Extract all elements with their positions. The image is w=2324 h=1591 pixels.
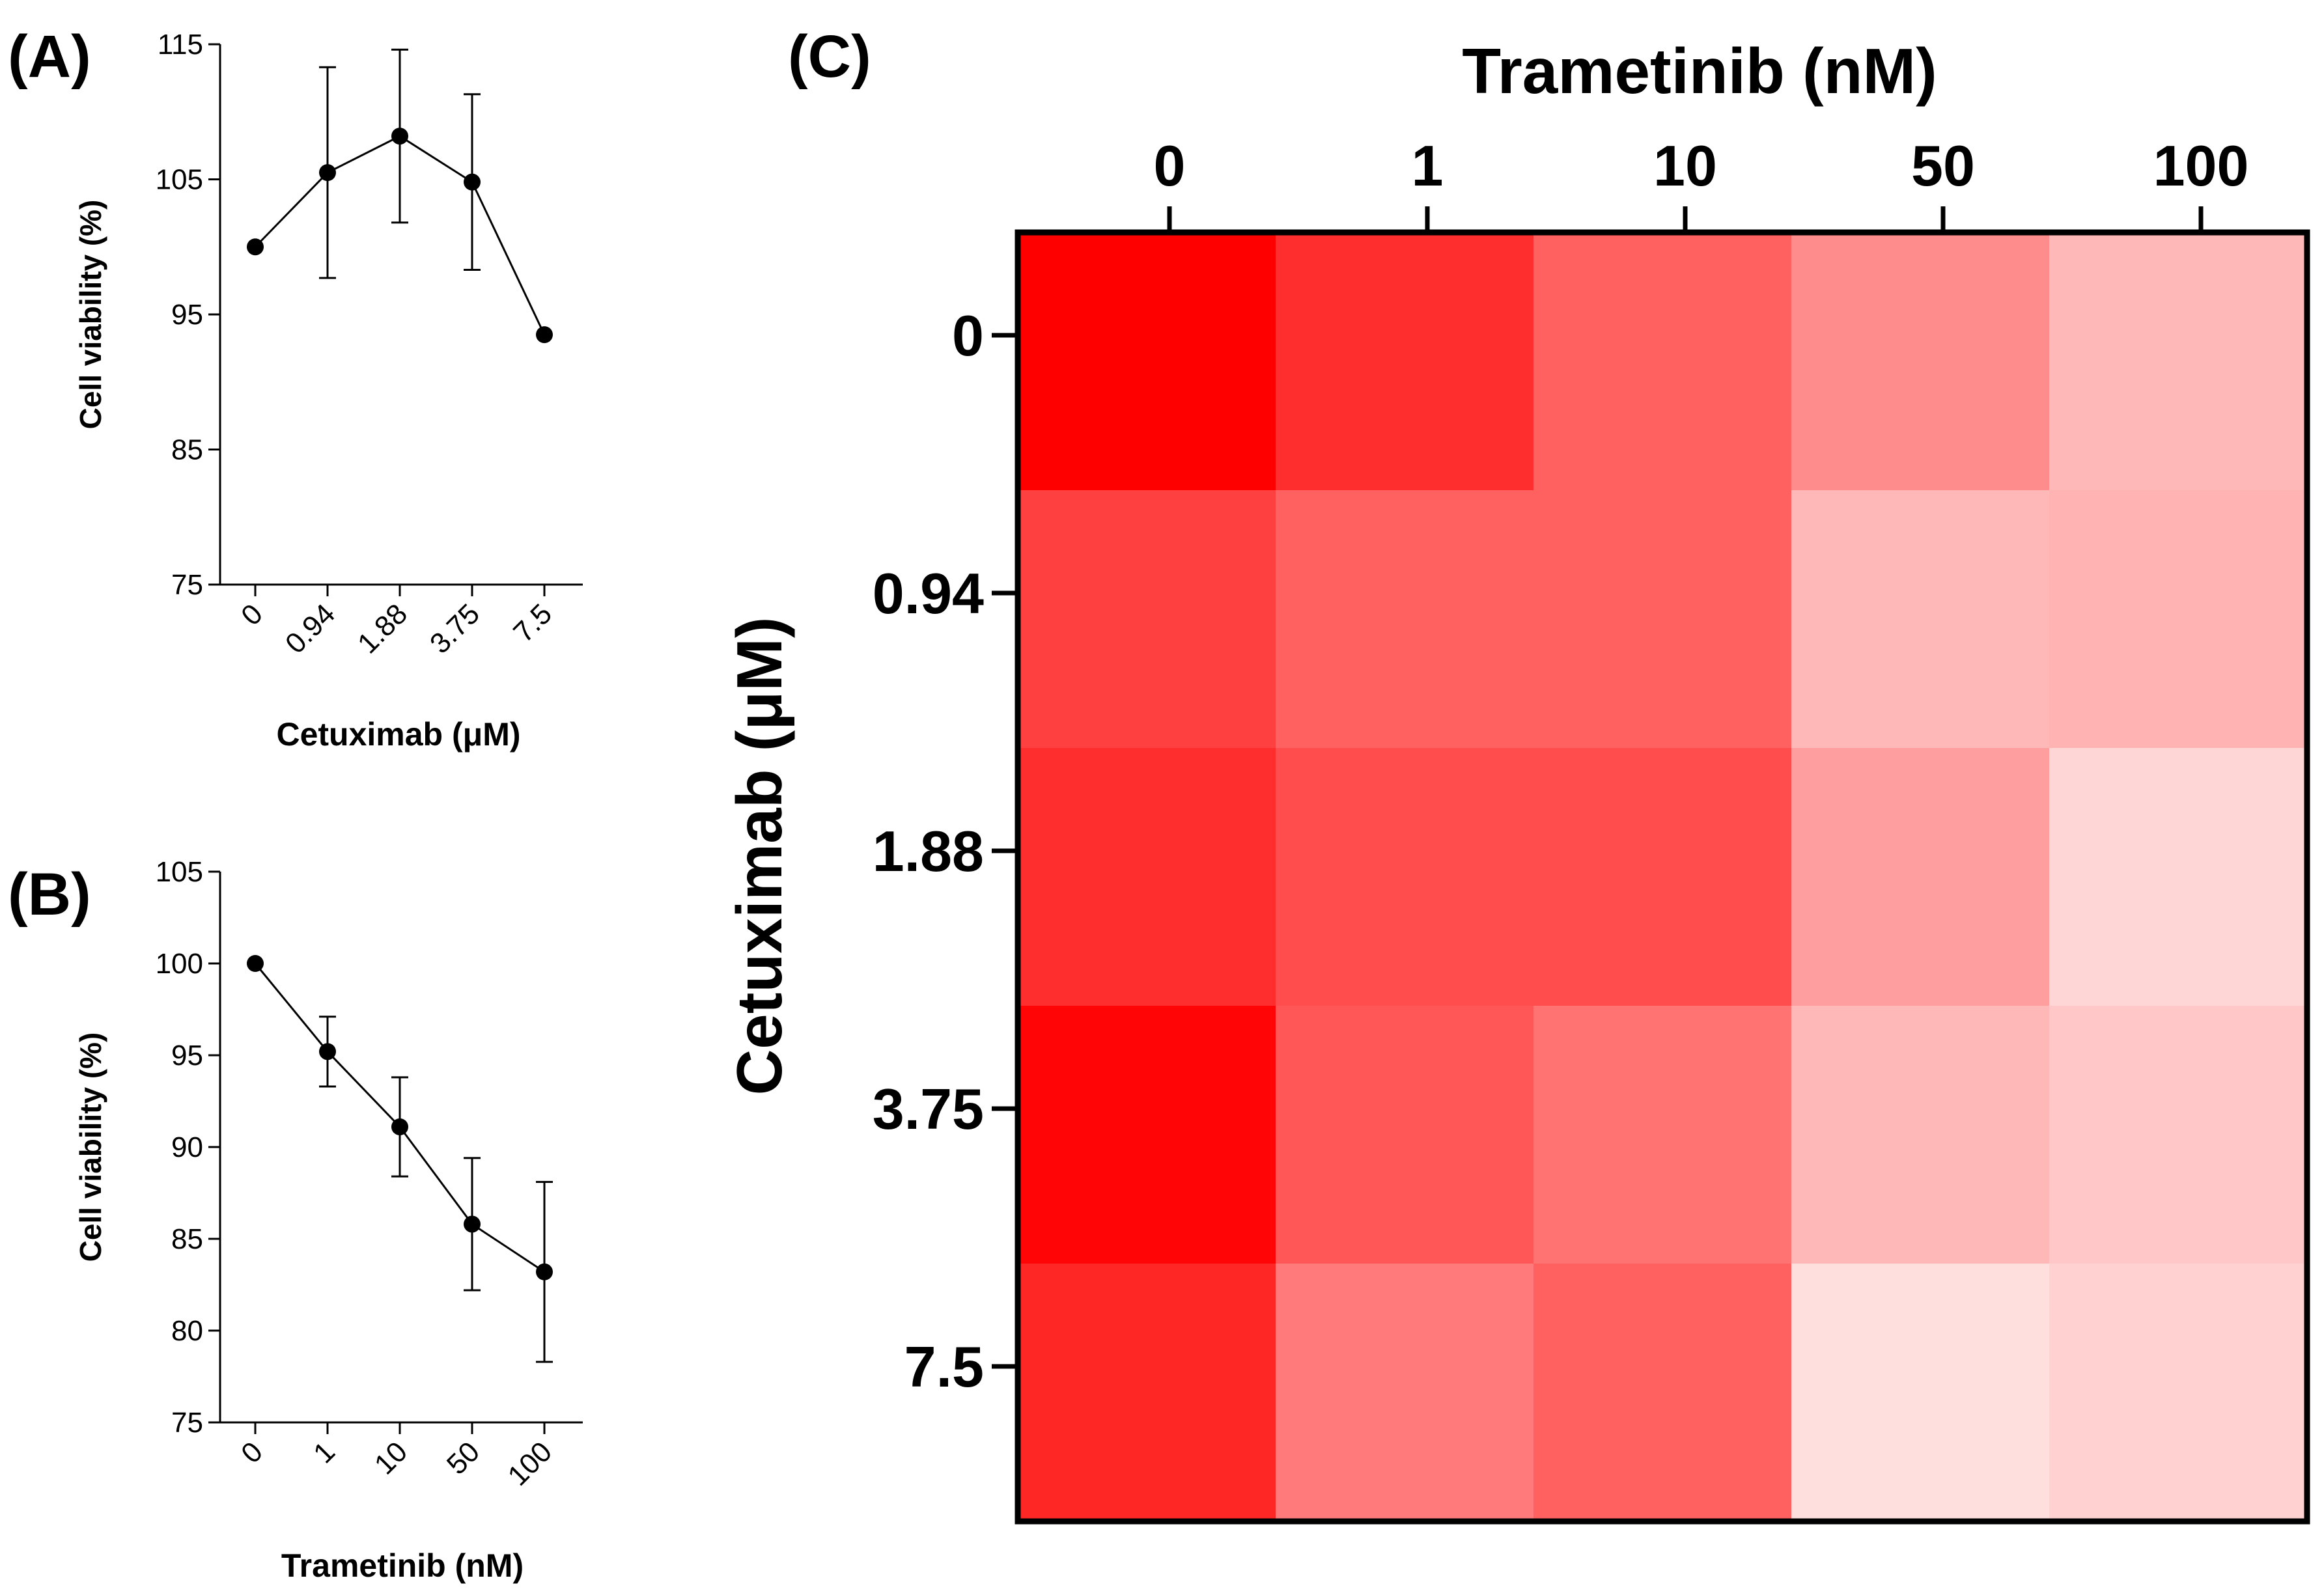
heatmap-y-tick-label: 3.75 (873, 1077, 984, 1141)
heatmap-y-tick-label: 7.5 (904, 1335, 984, 1399)
heatmap-y-axis-title: Cetuximab (μM) (723, 616, 795, 1095)
heatmap-cell (1791, 1264, 2050, 1522)
panel-b-y-tick-label: 80 (171, 1315, 203, 1347)
heatmap-cell (2049, 748, 2308, 1006)
heatmap-cell (1276, 490, 1534, 749)
panel-b-y-tick-label: 90 (171, 1131, 203, 1163)
panel-b-y-axis-title: Cell viability (%) (74, 1032, 107, 1262)
heatmap-cell (2049, 232, 2308, 491)
panel-b-y-tick-label: 100 (156, 948, 203, 980)
panel-a-x-tick-label: 1.88 (352, 598, 413, 659)
heatmap-cell (1791, 232, 2050, 491)
panel-a-x-tick-label: 7.5 (507, 598, 558, 648)
heatmap-cell (2049, 1006, 2308, 1264)
panel-a-data-point (319, 164, 336, 182)
heatmap-cell (1018, 232, 1276, 491)
heatmap-cell (1533, 748, 1792, 1006)
panel-a-y-tick-label: 105 (156, 164, 203, 196)
panel-b-data-point (391, 1118, 408, 1135)
panel-a: (A) 75 85 95 105 115 0 0.94 1.88 3.75 7.5 Cetuxima… (8, 23, 583, 753)
heatmap-y-tick-label: 1.88 (873, 819, 984, 883)
heatmap-cell (1276, 1264, 1534, 1522)
panel-b-label: (B) (8, 861, 91, 928)
heatmap-cell (1791, 748, 2050, 1006)
heatmap-cell (1791, 490, 2050, 749)
heatmap-cell (1276, 232, 1534, 491)
panel-a-data-point (391, 128, 408, 145)
panel-a-data-point (247, 238, 264, 256)
panel-c: (C) 0 1 10 50 100 0 0.94 1.88 3.75 7.5 Trametinib … (723, 23, 2310, 1525)
heatmap-cell (1018, 1264, 1276, 1522)
panel-a-y-tick-label: 115 (158, 29, 203, 61)
panel-b-x-axis-title: Trametinib (nM) (281, 1547, 524, 1584)
heatmap-x-axis-title: Trametinib (nM) (1462, 35, 1937, 107)
heatmap-cell (2049, 490, 2308, 749)
panel-a-x-axis-title: Cetuximab (μM) (276, 716, 520, 753)
panel-c-label: (C) (788, 23, 871, 90)
heatmap-x-tick-label: 0 (1154, 133, 1186, 198)
heatmap-y-tick-label: 0 (952, 303, 984, 368)
heatmap-cell (1018, 748, 1276, 1006)
heatmap-cell (1533, 1264, 1792, 1522)
heatmap-x-tick-label: 10 (1653, 133, 1717, 198)
panel-b-y-tick-label: 105 (156, 856, 203, 888)
heatmap-cell (1533, 490, 1792, 749)
heatmap-x-tick-label: 100 (2153, 133, 2249, 198)
panel-b-x-tick-label: 100 (502, 1435, 559, 1492)
panel-a-y-axis-title: Cell viability (%) (74, 200, 107, 430)
panel-b-y-tick-label: 85 (171, 1223, 203, 1255)
heatmap-cell (2049, 1264, 2308, 1522)
panel-b-x-tick-label: 1 (307, 1435, 341, 1469)
heatmap-cell (1533, 232, 1792, 491)
panel-b-data-point (247, 955, 264, 972)
panel-b-x-tick-label: 0 (235, 1435, 269, 1469)
heatmap-cell (1018, 490, 1276, 749)
panel-b-data-point (536, 1263, 553, 1280)
heatmap-cell (1018, 1006, 1276, 1264)
panel-a-x-tick-label: 0.94 (279, 598, 341, 659)
panel-a-label: (A) (8, 23, 91, 90)
panel-b-x-tick-label: 10 (369, 1435, 413, 1480)
panel-b-y-tick-label: 75 (171, 1407, 203, 1439)
heatmap-cell (1276, 1006, 1534, 1264)
panel-b-data-point (319, 1043, 336, 1060)
heatmap-cell (1533, 1006, 1792, 1264)
heatmap-x-tick-label: 1 (1412, 133, 1444, 198)
panel-a-y-tick-label: 75 (171, 569, 203, 601)
heatmap-cell (1276, 748, 1534, 1006)
heatmap-x-tick-label: 50 (1911, 133, 1975, 198)
panel-a-data-point (536, 326, 553, 344)
heatmap-y-tick-label: 0.94 (873, 561, 984, 626)
panel-a-data-point (464, 173, 481, 191)
panel-a-y-tick-label: 95 (171, 299, 203, 331)
panel-b-x-tick-label: 50 (441, 1435, 486, 1480)
panel-a-x-tick-label: 3.75 (424, 598, 486, 659)
panel-a-x-tick-label: 0 (235, 598, 269, 631)
panel-b-y-tick-label: 95 (171, 1040, 203, 1072)
panel-a-y-tick-label: 85 (171, 434, 203, 466)
panel-b-data-point (464, 1215, 481, 1233)
heatmap-border (1015, 229, 2310, 1525)
heatmap-cell (1791, 1006, 2050, 1264)
